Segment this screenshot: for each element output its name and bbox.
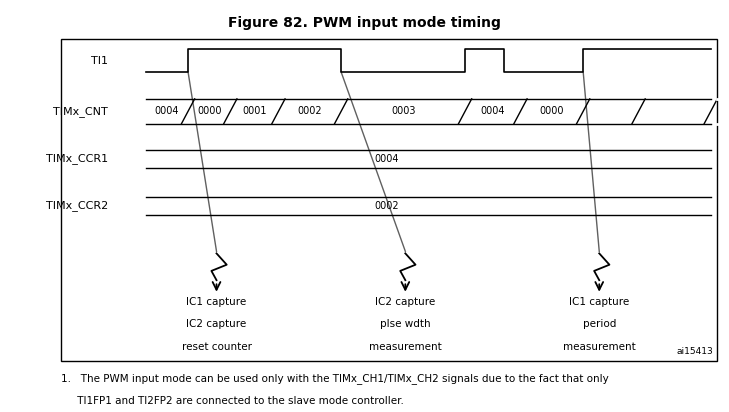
Text: TIMx_CCR1: TIMx_CCR1 <box>46 153 108 164</box>
Text: 0003: 0003 <box>391 106 416 116</box>
Text: period: period <box>582 319 616 329</box>
Bar <box>61 39 717 360</box>
Text: reset counter: reset counter <box>182 342 252 352</box>
Text: 0002: 0002 <box>374 201 399 211</box>
Text: 0002: 0002 <box>297 106 322 116</box>
Text: IC1 capture: IC1 capture <box>187 297 246 307</box>
Text: 0004: 0004 <box>480 106 505 116</box>
Text: ai15413: ai15413 <box>677 347 713 356</box>
Text: TIMx_CCR2: TIMx_CCR2 <box>46 201 108 211</box>
Text: TI1FP1 and TI2FP2 are connected to the slave mode controller.: TI1FP1 and TI2FP2 are connected to the s… <box>61 396 403 405</box>
Text: 0000: 0000 <box>539 106 564 116</box>
Text: IC1 capture: IC1 capture <box>569 297 629 307</box>
Text: measurement: measurement <box>563 342 636 352</box>
Text: 0004: 0004 <box>374 154 399 164</box>
Text: 1.   The PWM input mode can be used only with the TIMx_CH1/TIMx_CH2 signals due : 1. The PWM input mode can be used only w… <box>61 373 608 384</box>
Text: 0001: 0001 <box>242 106 267 116</box>
Text: measurement: measurement <box>369 342 442 352</box>
Text: TIMx_CNT: TIMx_CNT <box>53 106 108 117</box>
Text: Figure 82. PWM input mode timing: Figure 82. PWM input mode timing <box>228 16 501 30</box>
Text: 0000: 0000 <box>197 106 222 116</box>
Text: TI1: TI1 <box>91 56 108 66</box>
Text: IC2 capture: IC2 capture <box>187 319 246 329</box>
Text: 0004: 0004 <box>155 106 179 116</box>
Text: IC2 capture: IC2 capture <box>375 297 435 307</box>
Text: plse wdth: plse wdth <box>380 319 431 329</box>
